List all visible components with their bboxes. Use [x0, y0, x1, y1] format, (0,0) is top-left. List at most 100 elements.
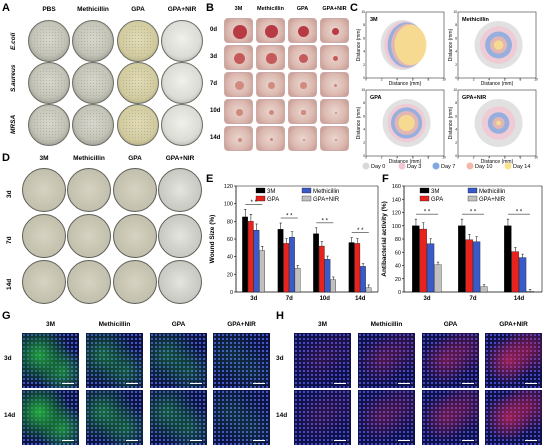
- bar: [324, 259, 331, 293]
- y-tick-label: 4: [363, 50, 365, 54]
- x-tick-label: 8: [520, 78, 522, 82]
- x-tick-label: 4: [488, 78, 490, 82]
- wound-photo: [256, 18, 285, 43]
- legend-swatch: [419, 187, 430, 194]
- panel-c-wound-traces: 3M Distance (mm) Distance (mm) 0 0 2 2 4 4 6 6 8 8 10…: [356, 10, 538, 170]
- y-tick-label: 80: [227, 219, 233, 225]
- bar: [259, 250, 265, 293]
- bar: [518, 257, 527, 293]
- culture-plate: [158, 214, 202, 258]
- colony-texture: [33, 25, 65, 57]
- scale-bar: [253, 382, 265, 384]
- y-tick-label: 8: [455, 23, 457, 27]
- panel-f-antibacterial-chart: 0 20 40 60 80 100 120 140 160 Antibacterial activ…: [381, 184, 543, 302]
- column-header: GPA: [131, 6, 145, 13]
- x-axis-label: Distance (mm): [389, 159, 422, 165]
- x-tick-label: 0: [365, 78, 367, 82]
- colony-texture: [33, 67, 65, 99]
- significance-mark: * *: [357, 228, 364, 234]
- panel-label-f: F: [382, 173, 389, 185]
- scale-bar: [190, 382, 202, 384]
- bar: [330, 279, 336, 293]
- wound-photo: [256, 99, 285, 124]
- bar: [360, 266, 366, 293]
- row-label: 3d: [6, 190, 13, 198]
- bar: [253, 230, 260, 293]
- x-tick-label: 7d: [286, 296, 293, 302]
- culture-plate: [117, 104, 159, 146]
- culture-plate: [67, 260, 111, 304]
- legend-swatch: [467, 187, 478, 194]
- wound-photo: [224, 126, 253, 151]
- column-header: Methicillin: [370, 321, 403, 328]
- x-tick-label: 10: [534, 156, 538, 160]
- subplot-title: Methicillin: [462, 17, 490, 23]
- legend: Day 0 Day 3 Day 7 Day 10 Day 14: [362, 162, 530, 170]
- legend-entry: Day 3: [407, 164, 421, 170]
- x-tick-label: 8: [520, 156, 522, 160]
- wound-photo: [320, 126, 349, 151]
- x-tick-label: 4: [488, 156, 490, 160]
- x-tick-label: 3d: [250, 296, 257, 302]
- wound-area: [334, 138, 337, 141]
- wound-area: [237, 137, 242, 142]
- y-tick-label: 2: [455, 141, 457, 145]
- y-tick-label: 80: [395, 237, 401, 243]
- scale-bar: [126, 439, 138, 441]
- x-tick-label: 10: [442, 156, 446, 160]
- culture-plate: [67, 168, 111, 212]
- culture-plate: [161, 62, 203, 104]
- column-header: Methicillin: [73, 155, 105, 162]
- wound-photo: [320, 99, 349, 124]
- x-tick-label: 3d: [423, 296, 430, 302]
- fluorescence-image: [86, 390, 143, 445]
- wound-photo: [224, 18, 253, 43]
- scale-bar: [525, 439, 537, 441]
- fluorescence-image: [485, 390, 542, 445]
- fluorescence-image: [485, 333, 542, 388]
- culture-plate: [158, 260, 202, 304]
- scale-bar: [62, 382, 74, 384]
- legend-entry: Day 0: [371, 164, 385, 170]
- legend-swatch: [255, 187, 266, 194]
- scale-bar: [398, 382, 410, 384]
- scale-bar: [190, 439, 202, 441]
- legend-entry: GPA: [267, 197, 279, 203]
- wound-photo: [256, 72, 285, 97]
- fluorescence-image: [422, 333, 479, 388]
- wound-area: [268, 109, 275, 116]
- bar: [426, 243, 435, 293]
- y-tick-label: 8: [363, 23, 365, 27]
- colony-texture: [122, 109, 154, 141]
- colony-texture: [77, 67, 109, 99]
- bar: [458, 225, 466, 293]
- significance-mark: * *: [251, 200, 258, 206]
- bar: [313, 233, 319, 293]
- bar: [412, 225, 420, 293]
- x-tick-label: 8: [428, 156, 430, 160]
- panel-label-e: E: [206, 173, 214, 185]
- panel-label-g: G: [2, 310, 11, 322]
- wound-photo: [288, 99, 317, 124]
- y-tick-label: 10: [453, 10, 457, 14]
- legend-swatch: [301, 195, 312, 202]
- row-label: E.coli: [10, 32, 17, 50]
- legend-entry: Methicillin: [313, 189, 339, 195]
- scale-bar: [462, 382, 474, 384]
- x-axis-label: Distance (mm): [481, 81, 514, 87]
- y-tick-label: 10: [361, 10, 365, 14]
- column-header: GPA+NIR: [322, 6, 347, 12]
- legend-swatch: [255, 195, 266, 202]
- panel-e-wound-size-chart: 0 20 40 60 80 100 120 Wound Size (%) * * 3d * * 7d *…: [209, 184, 379, 302]
- column-header: 3M: [234, 6, 243, 12]
- bar: [419, 228, 427, 293]
- row-label: 3d: [276, 355, 284, 362]
- y-tick-label: 100: [392, 224, 401, 230]
- y-tick-label: 8: [455, 101, 457, 105]
- culture-plate: [117, 62, 159, 104]
- column-header: PBS: [42, 6, 56, 13]
- significance-mark: * *: [516, 210, 523, 216]
- row-label: 14d: [4, 412, 16, 419]
